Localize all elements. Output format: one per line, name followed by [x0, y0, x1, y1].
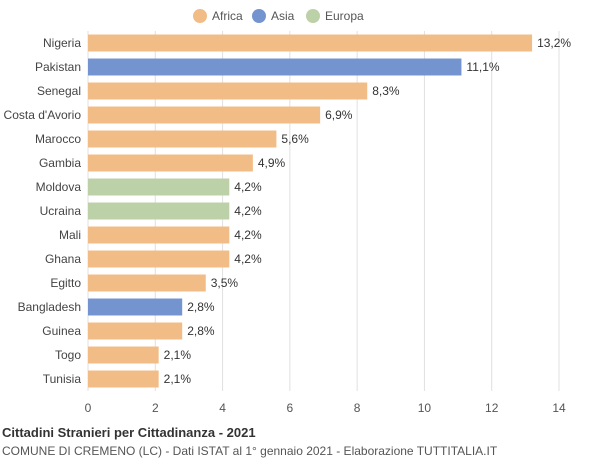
category-label: Mali [59, 228, 81, 242]
value-label: 2,8% [187, 300, 215, 314]
category-label: Bangladesh [18, 300, 81, 314]
x-tick-label: 14 [552, 401, 566, 415]
bar [88, 370, 159, 388]
value-label: 4,2% [234, 228, 262, 242]
x-tick-label: 12 [485, 401, 499, 415]
legend-label: Africa [212, 9, 243, 23]
category-label: Senegal [37, 84, 81, 98]
value-label: 11,1% [466, 60, 499, 74]
x-tick-label: 4 [219, 401, 226, 415]
x-tick-label: 8 [354, 401, 361, 415]
category-label: Pakistan [35, 60, 81, 74]
value-label: 2,8% [187, 324, 215, 338]
x-tick-label: 6 [287, 401, 294, 415]
category-label: Ucraina [40, 204, 82, 218]
x-tick-label: 2 [152, 401, 159, 415]
legend-swatch [193, 9, 207, 23]
category-label: Egitto [50, 276, 81, 290]
x-tick-label: 0 [85, 401, 92, 415]
bar [88, 34, 533, 52]
value-label: 4,2% [234, 180, 262, 194]
value-label: 2,1% [164, 348, 192, 362]
bar [88, 130, 277, 148]
bar [88, 226, 230, 244]
bar [88, 250, 230, 268]
category-label: Marocco [35, 132, 81, 146]
chart-subtitle: COMUNE DI CREMENO (LC) - Dati ISTAT al 1… [2, 444, 498, 458]
value-label: 4,2% [234, 204, 262, 218]
bar [88, 346, 159, 364]
value-label: 5,6% [281, 132, 309, 146]
bar [88, 202, 230, 220]
legend-swatch [252, 9, 266, 23]
value-label: 8,3% [372, 84, 400, 98]
value-label: 13,2% [537, 36, 571, 50]
value-label: 4,2% [234, 252, 262, 266]
category-label: Ghana [45, 252, 81, 266]
value-label: 4,9% [258, 156, 286, 170]
x-tick-label: 10 [418, 401, 432, 415]
bar [88, 106, 321, 124]
category-label: Gambia [39, 156, 81, 170]
category-label: Tunisia [43, 372, 82, 386]
bar [88, 58, 462, 76]
bar [88, 322, 183, 340]
category-label: Guinea [42, 324, 81, 338]
category-label: Togo [55, 348, 81, 362]
bar [88, 298, 183, 316]
category-label: Nigeria [43, 36, 81, 50]
legend-label: Europa [325, 9, 364, 23]
bar [88, 82, 368, 100]
legend-swatch [306, 9, 320, 23]
bar [88, 178, 230, 196]
bar-chart: 0 2 4 6 8 10 12 14 Nigeria 13,2% Pakistan 11,1% Sene… [4, 9, 571, 415]
bar [88, 274, 206, 292]
value-label: 6,9% [325, 108, 353, 122]
value-label: 3,5% [211, 276, 239, 290]
value-label: 2,1% [164, 372, 192, 386]
bar [88, 154, 253, 172]
legend-label: Asia [271, 9, 295, 23]
category-label: Moldova [36, 180, 82, 194]
category-label: Costa d'Avorio [4, 108, 82, 122]
chart-title: Cittadini Stranieri per Cittadinanza - 2… [2, 425, 256, 440]
